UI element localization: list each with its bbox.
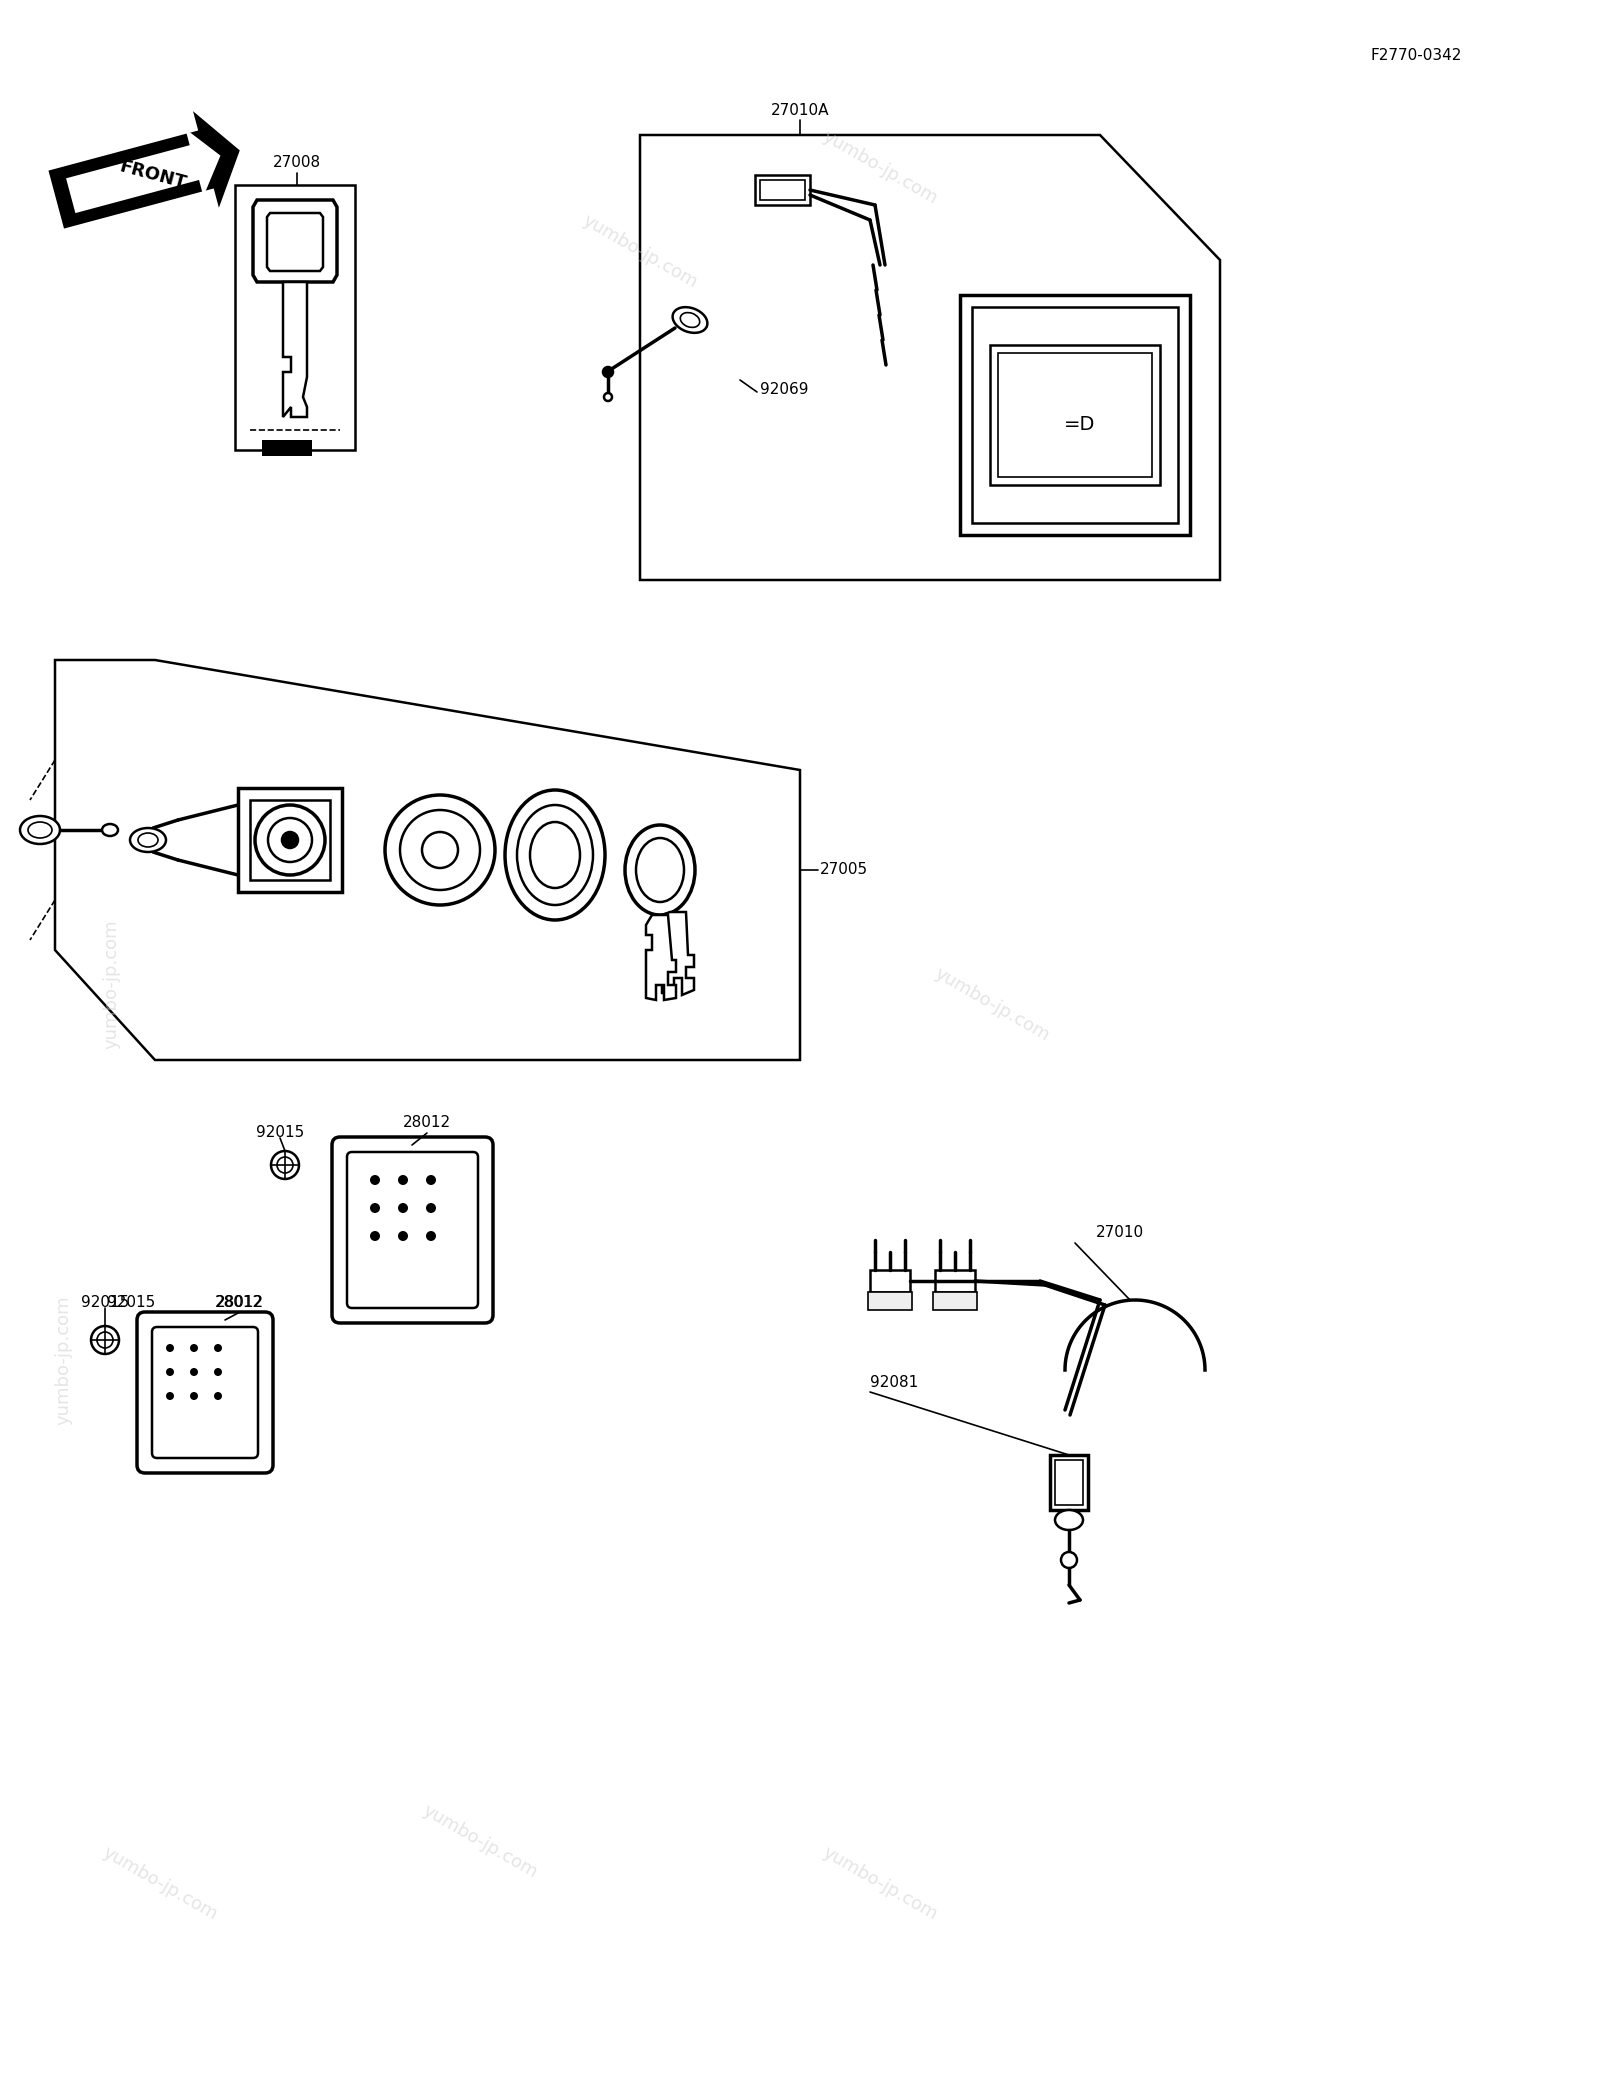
Ellipse shape xyxy=(166,1392,174,1400)
Bar xyxy=(933,1291,978,1310)
Text: 92081: 92081 xyxy=(870,1375,918,1390)
Bar xyxy=(235,184,355,450)
Text: yumbo-jp.com: yumbo-jp.com xyxy=(819,128,941,207)
Ellipse shape xyxy=(370,1174,381,1185)
Text: 92015: 92015 xyxy=(256,1126,304,1141)
Bar xyxy=(870,1270,910,1291)
Ellipse shape xyxy=(214,1344,222,1352)
Text: 28012: 28012 xyxy=(216,1296,264,1310)
Ellipse shape xyxy=(426,1231,435,1241)
Ellipse shape xyxy=(1054,1509,1083,1530)
Bar xyxy=(1054,1461,1083,1505)
Bar xyxy=(990,345,1160,486)
FancyBboxPatch shape xyxy=(152,1327,258,1459)
Text: 27005: 27005 xyxy=(819,862,869,877)
FancyBboxPatch shape xyxy=(138,1312,274,1473)
Ellipse shape xyxy=(102,825,118,835)
Ellipse shape xyxy=(422,833,458,869)
Polygon shape xyxy=(253,201,338,283)
Ellipse shape xyxy=(680,312,699,327)
Ellipse shape xyxy=(282,833,298,848)
Ellipse shape xyxy=(270,1151,299,1178)
Ellipse shape xyxy=(517,806,594,904)
Polygon shape xyxy=(267,213,323,270)
Ellipse shape xyxy=(398,1174,408,1185)
Ellipse shape xyxy=(1061,1553,1077,1568)
Bar xyxy=(262,440,312,456)
Ellipse shape xyxy=(426,1203,435,1214)
Ellipse shape xyxy=(190,1369,198,1375)
Ellipse shape xyxy=(400,810,480,890)
Ellipse shape xyxy=(269,818,312,862)
Bar xyxy=(934,1270,974,1291)
Text: 27010: 27010 xyxy=(1096,1224,1144,1239)
Text: yumbo-jp.com: yumbo-jp.com xyxy=(931,965,1053,1044)
Text: 92015: 92015 xyxy=(82,1296,130,1310)
Bar xyxy=(973,308,1178,523)
Ellipse shape xyxy=(398,1203,408,1214)
Ellipse shape xyxy=(138,833,158,848)
Polygon shape xyxy=(54,659,800,1059)
Bar xyxy=(1050,1455,1088,1509)
Ellipse shape xyxy=(605,393,611,402)
Bar xyxy=(755,176,810,205)
Bar xyxy=(760,180,805,201)
Polygon shape xyxy=(640,136,1221,580)
Polygon shape xyxy=(66,130,221,213)
Ellipse shape xyxy=(506,789,605,921)
Text: yumbo-jp.com: yumbo-jp.com xyxy=(579,211,701,291)
Text: FRONT: FRONT xyxy=(117,157,189,193)
Ellipse shape xyxy=(130,829,166,852)
Ellipse shape xyxy=(98,1331,114,1348)
FancyBboxPatch shape xyxy=(333,1136,493,1323)
Ellipse shape xyxy=(190,1344,198,1352)
Ellipse shape xyxy=(603,366,613,377)
Text: =D: =D xyxy=(1064,417,1096,435)
Text: yumbo-jp.com: yumbo-jp.com xyxy=(819,1844,941,1923)
Ellipse shape xyxy=(214,1392,222,1400)
Ellipse shape xyxy=(166,1369,174,1375)
Ellipse shape xyxy=(277,1157,293,1172)
Ellipse shape xyxy=(530,823,579,887)
Ellipse shape xyxy=(214,1369,222,1375)
Ellipse shape xyxy=(370,1231,381,1241)
Ellipse shape xyxy=(370,1203,381,1214)
Polygon shape xyxy=(283,283,307,417)
Ellipse shape xyxy=(672,308,707,333)
Text: 28012: 28012 xyxy=(403,1116,451,1130)
Bar xyxy=(238,787,342,892)
Ellipse shape xyxy=(91,1327,118,1354)
Bar xyxy=(998,354,1152,477)
Text: yumbo-jp.com: yumbo-jp.com xyxy=(102,919,122,1049)
Polygon shape xyxy=(48,111,240,228)
Ellipse shape xyxy=(19,816,61,843)
Ellipse shape xyxy=(254,806,325,875)
Ellipse shape xyxy=(637,837,685,902)
FancyBboxPatch shape xyxy=(347,1151,478,1308)
Text: 92015: 92015 xyxy=(107,1296,155,1310)
Text: 27010A: 27010A xyxy=(771,103,829,117)
Bar xyxy=(250,800,330,879)
Ellipse shape xyxy=(386,795,494,904)
Text: 27008: 27008 xyxy=(274,155,322,170)
Text: yumbo-jp.com: yumbo-jp.com xyxy=(419,1802,541,1882)
Text: yumbo-jp.com: yumbo-jp.com xyxy=(54,1296,74,1425)
Polygon shape xyxy=(662,913,694,994)
Ellipse shape xyxy=(29,823,51,837)
Bar xyxy=(867,1291,912,1310)
Text: 28012: 28012 xyxy=(214,1296,262,1310)
Ellipse shape xyxy=(626,825,694,915)
Text: F2770-0342: F2770-0342 xyxy=(1370,48,1461,63)
Ellipse shape xyxy=(166,1344,174,1352)
Bar xyxy=(960,295,1190,536)
Ellipse shape xyxy=(190,1392,198,1400)
Polygon shape xyxy=(646,915,675,1000)
Ellipse shape xyxy=(398,1231,408,1241)
Ellipse shape xyxy=(426,1174,435,1185)
Text: 92069: 92069 xyxy=(760,383,808,398)
Text: yumbo-jp.com: yumbo-jp.com xyxy=(99,1844,221,1923)
